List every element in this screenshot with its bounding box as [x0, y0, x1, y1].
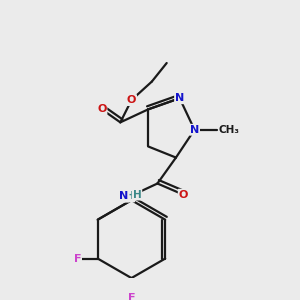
- Text: F: F: [74, 254, 81, 264]
- Text: F: F: [128, 293, 135, 300]
- Text: O: O: [127, 95, 136, 105]
- Text: N: N: [119, 191, 129, 202]
- Text: O: O: [179, 190, 188, 200]
- Text: CH₃: CH₃: [219, 125, 240, 135]
- Text: N: N: [175, 93, 184, 103]
- Text: O: O: [97, 104, 106, 114]
- Text: H: H: [133, 190, 141, 200]
- Text: H: H: [125, 191, 134, 202]
- Text: N: N: [190, 125, 199, 135]
